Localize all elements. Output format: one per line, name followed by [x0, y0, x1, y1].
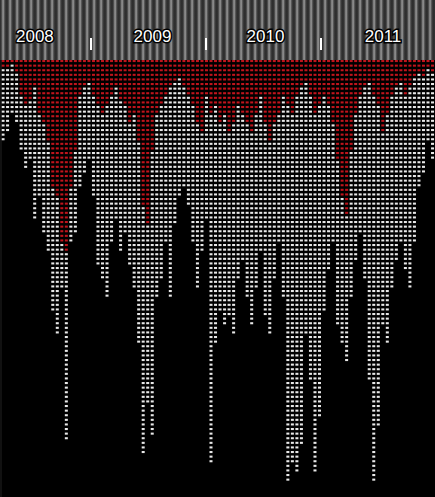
svg-text:2010: 2010: [247, 27, 285, 46]
svg-text:2009: 2009: [134, 27, 172, 46]
svg-text:2011: 2011: [365, 27, 402, 46]
svg-text:2008: 2008: [16, 27, 54, 46]
